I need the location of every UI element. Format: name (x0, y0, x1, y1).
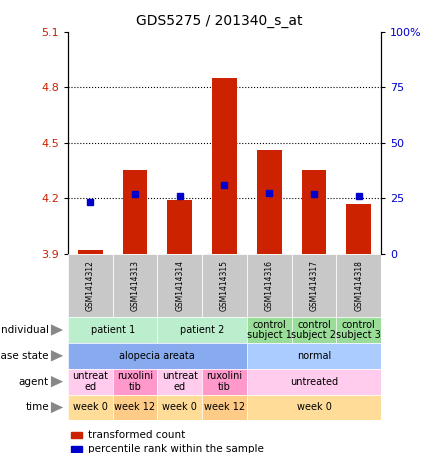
Text: percentile rank within the sample: percentile rank within the sample (88, 444, 264, 453)
Bar (202, 369, 247, 395)
Bar (346, 204, 371, 254)
Polygon shape (51, 324, 63, 336)
Bar (247, 254, 292, 317)
Text: patient 2: patient 2 (180, 325, 224, 335)
Bar (167, 200, 192, 254)
Text: ruxolini
tib: ruxolini tib (117, 371, 153, 392)
Text: week 12: week 12 (114, 402, 155, 413)
Bar (302, 170, 326, 254)
Bar (202, 395, 247, 420)
Text: alopecia areata: alopecia areata (120, 351, 195, 361)
Bar (113, 369, 157, 395)
Bar (68, 395, 113, 420)
Bar (257, 150, 282, 254)
Polygon shape (51, 350, 63, 361)
Text: agent: agent (19, 376, 49, 387)
Text: individual: individual (0, 325, 49, 335)
Text: GSM1414318: GSM1414318 (354, 260, 363, 311)
Text: time: time (25, 402, 49, 413)
Bar (247, 343, 381, 369)
Bar (68, 317, 157, 343)
Text: disease state: disease state (0, 351, 49, 361)
Text: GSM1414315: GSM1414315 (220, 260, 229, 311)
Text: week 12: week 12 (204, 402, 245, 413)
Bar (68, 343, 247, 369)
Bar (336, 254, 381, 317)
Bar (71, 432, 82, 438)
Bar (78, 250, 102, 254)
Bar (247, 317, 292, 343)
Text: week 0: week 0 (73, 402, 108, 413)
Text: GDS5275 / 201340_s_at: GDS5275 / 201340_s_at (136, 14, 302, 28)
Polygon shape (51, 402, 63, 413)
Text: untreat
ed: untreat ed (72, 371, 108, 392)
Bar (202, 254, 247, 317)
Text: ruxolini
tib: ruxolini tib (206, 371, 243, 392)
Bar (157, 369, 202, 395)
Text: control
subject 1: control subject 1 (247, 320, 292, 340)
Bar (68, 369, 113, 395)
Text: untreated: untreated (290, 376, 338, 387)
Bar (68, 254, 113, 317)
Text: GSM1414317: GSM1414317 (310, 260, 318, 311)
Bar (157, 254, 202, 317)
Bar (113, 254, 157, 317)
Text: transformed count: transformed count (88, 429, 186, 439)
Bar (292, 317, 336, 343)
Bar (113, 395, 157, 420)
Text: GSM1414313: GSM1414313 (131, 260, 139, 311)
Bar (247, 369, 381, 395)
Bar (292, 254, 336, 317)
Text: GSM1414312: GSM1414312 (86, 260, 95, 311)
Bar (157, 317, 247, 343)
Text: normal: normal (297, 351, 331, 361)
Text: week 0: week 0 (297, 402, 332, 413)
Bar (247, 395, 381, 420)
Text: patient 1: patient 1 (91, 325, 135, 335)
Text: control
subject 2: control subject 2 (291, 320, 336, 340)
Bar (336, 317, 381, 343)
Text: GSM1414314: GSM1414314 (175, 260, 184, 311)
Bar (212, 78, 237, 254)
Text: GSM1414316: GSM1414316 (265, 260, 274, 311)
Bar (157, 395, 202, 420)
Polygon shape (51, 376, 63, 387)
Text: untreat
ed: untreat ed (162, 371, 198, 392)
Text: control
subject 3: control subject 3 (336, 320, 381, 340)
Bar (123, 170, 147, 254)
Text: week 0: week 0 (162, 402, 197, 413)
Bar (71, 446, 82, 452)
